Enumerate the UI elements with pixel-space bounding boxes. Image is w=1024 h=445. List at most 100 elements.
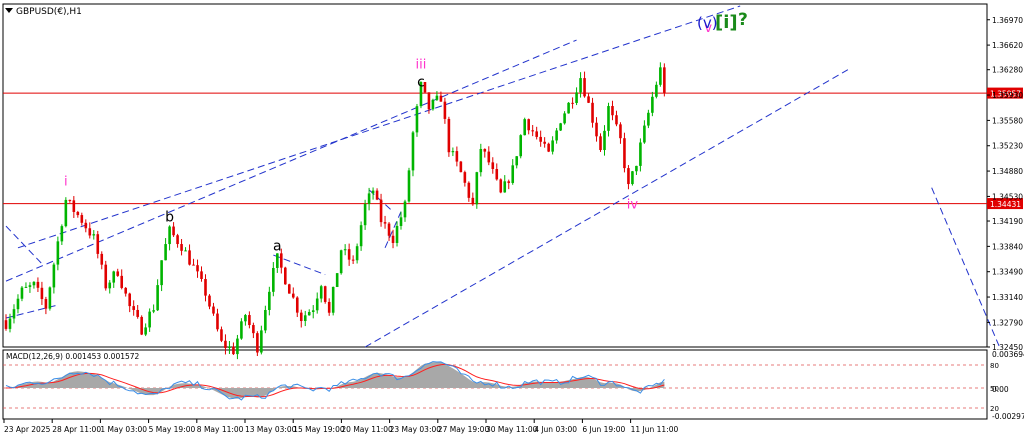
candle	[435, 91, 439, 101]
wave-label-v: v	[704, 21, 712, 36]
wave-target-label: (v) [i] ?	[697, 10, 748, 33]
price-tick-label: 1.34880	[992, 167, 1023, 176]
candle	[88, 222, 92, 239]
candle	[655, 81, 658, 99]
candle	[56, 236, 60, 271]
candle	[419, 81, 423, 109]
candle	[327, 298, 331, 316]
candle	[335, 273, 339, 288]
candle	[148, 308, 151, 332]
candle	[439, 91, 443, 102]
candle	[539, 130, 542, 147]
candle	[232, 342, 235, 355]
macd-level-label: 50	[990, 385, 999, 393]
candle	[627, 165, 630, 190]
candle	[8, 313, 12, 333]
candle	[507, 179, 511, 190]
macd-main-line	[5, 361, 665, 401]
time-tick-label: 27 May 19:00	[438, 425, 490, 434]
candle	[76, 210, 80, 218]
candle	[455, 146, 459, 167]
candle	[144, 323, 147, 337]
candle	[403, 199, 407, 222]
wave-target-close: ?	[738, 10, 748, 30]
candle	[459, 160, 463, 173]
time-tick-label: 28 Apr 11:00	[52, 425, 101, 434]
upper-level-value: 1.35957	[990, 90, 1021, 99]
candle	[208, 294, 211, 310]
price-tick-label: 1.36970	[992, 16, 1023, 25]
candle	[323, 285, 327, 304]
candle	[427, 92, 431, 114]
candle	[132, 300, 135, 316]
trendline-9[interactable]	[384, 211, 402, 249]
trendline-7[interactable]	[273, 254, 326, 276]
candle	[204, 274, 207, 302]
symbol-dropdown-icon[interactable]	[5, 8, 13, 13]
candle	[523, 117, 526, 136]
candle	[599, 133, 602, 152]
price-tick-label: 1.34530	[992, 192, 1023, 201]
candle	[647, 109, 650, 129]
price-axis: 1.36970 1.36620 1.36280 1.35930 1.35580 1.352…	[987, 16, 1023, 352]
trendline-6[interactable]	[5, 225, 43, 265]
candle	[28, 282, 32, 293]
trendline-2[interactable]	[17, 5, 741, 249]
symbol-title: GBPUSD(€),H1	[5, 7, 82, 17]
trendline-1[interactable]	[5, 39, 577, 282]
candle	[80, 212, 84, 226]
trendline-4[interactable]	[931, 187, 1000, 348]
time-tick-label: 6 Jun 19:00	[582, 425, 625, 434]
candles	[4, 62, 666, 360]
candle	[651, 91, 654, 117]
candle	[415, 103, 419, 137]
candle	[188, 244, 191, 266]
candle	[395, 221, 399, 247]
candle	[379, 193, 383, 227]
macd-label: MACD(12,26,9) 0.001453 0.001572	[6, 352, 140, 361]
level-lines: 1.35957 1.34431	[3, 87, 1023, 210]
macd-panel-frame	[2, 349, 988, 420]
candle	[487, 146, 491, 166]
candle	[40, 281, 44, 305]
candle	[555, 127, 558, 144]
candle	[256, 331, 259, 357]
candle	[447, 116, 451, 157]
candle	[104, 260, 108, 291]
price-tick-label: 1.35230	[992, 142, 1023, 151]
candle	[663, 63, 666, 97]
candle	[531, 124, 534, 137]
price-tick-label: 1.36280	[992, 66, 1023, 75]
time-tick-label: 15 May 19:00	[293, 425, 345, 434]
candle	[547, 142, 550, 153]
candle	[491, 157, 495, 174]
candle	[196, 259, 199, 278]
candle	[343, 244, 347, 256]
candle	[607, 102, 610, 137]
time-axis: 23 Apr 2025 28 Apr 11:00 1 May 03:00 5 May …	[3, 419, 678, 434]
candle	[212, 302, 215, 316]
candle	[192, 258, 195, 266]
candle	[595, 117, 598, 142]
candle	[387, 222, 391, 241]
candle	[511, 159, 515, 185]
macd-level-label: 20	[990, 405, 999, 413]
candle	[272, 262, 275, 297]
candle	[591, 97, 594, 128]
candle	[160, 260, 163, 292]
candle	[587, 93, 590, 104]
candle	[168, 225, 171, 251]
price-tick-label: 1.35930	[992, 91, 1023, 100]
candle	[471, 192, 475, 206]
candle	[631, 170, 634, 186]
candle	[287, 283, 291, 294]
trendline-3[interactable]	[364, 69, 849, 348]
candle	[176, 233, 179, 248]
candle	[152, 304, 155, 314]
candle	[44, 296, 48, 315]
candle	[559, 122, 562, 132]
wave-label-b: b	[165, 210, 174, 226]
macd-tick-label: 0.003694	[992, 350, 1024, 359]
candle	[140, 315, 143, 336]
